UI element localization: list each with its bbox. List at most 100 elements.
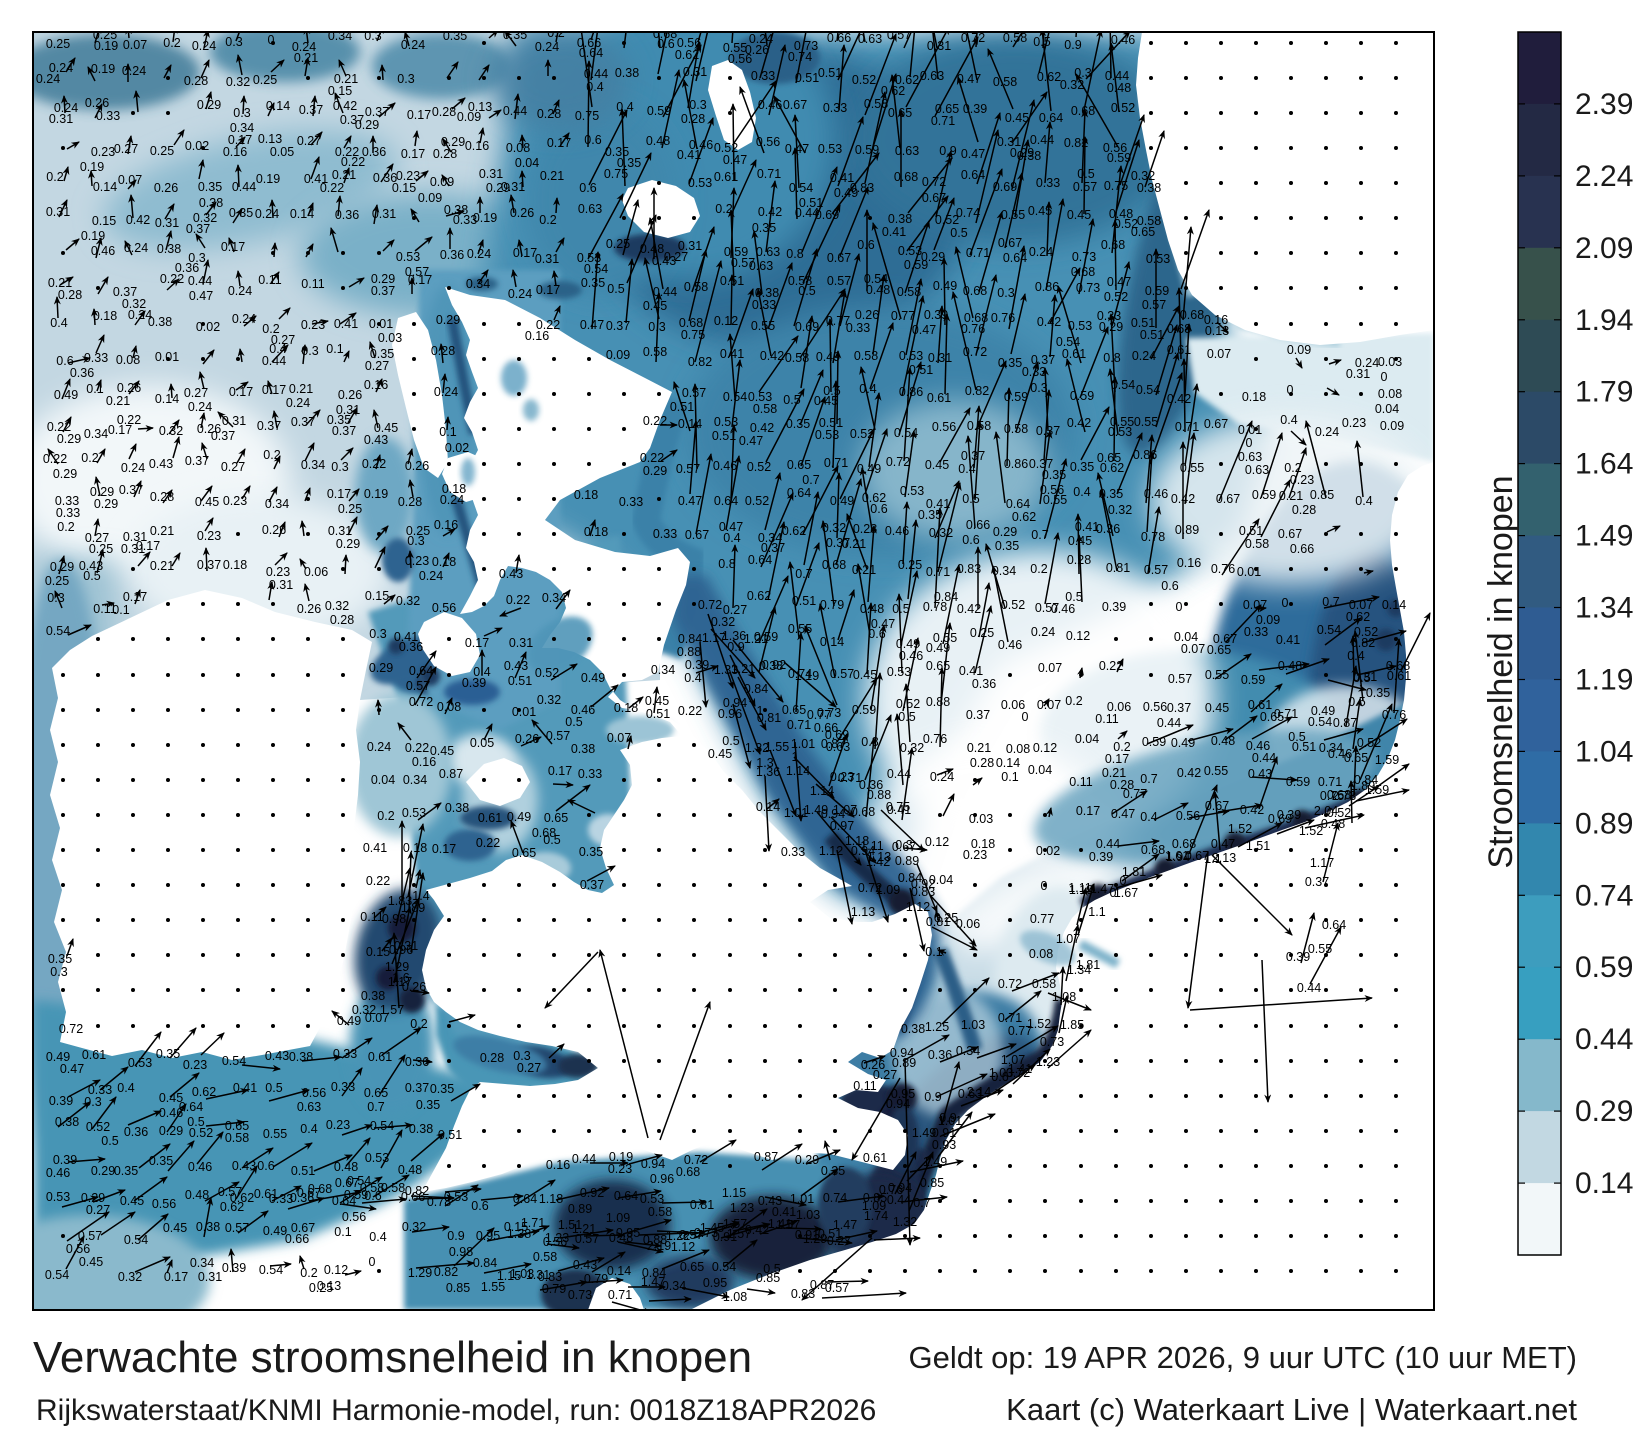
svg-text:1.51: 1.51: [1246, 839, 1270, 853]
svg-text:1.81: 1.81: [1122, 865, 1146, 879]
svg-text:0.57: 0.57: [676, 462, 700, 476]
svg-text:0.4: 0.4: [300, 1122, 317, 1136]
svg-text:0.24: 0.24: [121, 461, 145, 475]
svg-text:0: 0: [1282, 596, 1289, 610]
svg-text:0.16: 0.16: [465, 139, 489, 153]
svg-text:0.95: 0.95: [891, 1087, 915, 1101]
svg-text:0.01: 0.01: [155, 350, 179, 364]
svg-text:0.3: 0.3: [895, 838, 912, 852]
svg-text:0.5: 0.5: [722, 734, 739, 748]
svg-text:0.44: 0.44: [1105, 69, 1129, 83]
svg-text:0.29: 0.29: [643, 464, 667, 478]
svg-text:1.23: 1.23: [545, 1231, 569, 1245]
svg-text:0.21: 0.21: [150, 524, 174, 538]
svg-text:0.07: 0.07: [365, 1011, 389, 1025]
svg-text:0.83: 0.83: [911, 885, 935, 899]
svg-text:0.59: 0.59: [1070, 389, 1094, 403]
svg-text:0.67: 0.67: [922, 191, 946, 205]
svg-text:0.57: 0.57: [1073, 180, 1097, 194]
svg-text:0.17: 0.17: [327, 487, 351, 501]
svg-text:0.13: 0.13: [468, 100, 492, 114]
svg-text:0.04: 0.04: [371, 773, 395, 787]
svg-text:0.22: 0.22: [476, 836, 500, 850]
svg-text:0.32: 0.32: [396, 594, 420, 608]
svg-text:0.48: 0.48: [1109, 207, 1133, 221]
svg-text:0.27: 0.27: [114, 142, 138, 156]
svg-text:0.17: 0.17: [229, 385, 253, 399]
svg-text:0.44: 0.44: [887, 767, 911, 781]
svg-text:0.39: 0.39: [49, 1094, 73, 1108]
svg-text:0.64: 0.64: [513, 1192, 537, 1206]
svg-text:0.68: 0.68: [963, 284, 987, 298]
svg-text:1.07: 1.07: [1056, 932, 1080, 946]
svg-text:0.26: 0.26: [85, 96, 109, 110]
svg-text:0.79: 0.79: [584, 1272, 608, 1286]
svg-text:0.56: 0.56: [1103, 141, 1127, 155]
svg-text:0.69: 0.69: [815, 208, 839, 222]
svg-text:0.9: 0.9: [727, 640, 744, 654]
svg-text:0.34: 0.34: [992, 564, 1016, 578]
svg-text:0.92: 0.92: [762, 658, 786, 672]
svg-text:1.47: 1.47: [1090, 882, 1114, 896]
svg-text:0.12: 0.12: [925, 835, 949, 849]
svg-text:0.65: 0.65: [1097, 451, 1121, 465]
svg-text:0.61: 0.61: [1248, 698, 1272, 712]
svg-text:0.17: 0.17: [262, 383, 286, 397]
svg-text:0.33: 0.33: [269, 1192, 293, 1206]
svg-text:0.59: 0.59: [344, 1188, 368, 1202]
svg-text:0.6: 0.6: [584, 133, 601, 147]
svg-text:0.17: 0.17: [408, 273, 432, 287]
svg-text:0.27: 0.27: [85, 531, 109, 545]
svg-text:Rijkswaterstaat/KNMI Harmonie-: Rijkswaterstaat/KNMI Harmonie-model, run…: [36, 1394, 876, 1427]
svg-text:0.91: 0.91: [795, 1228, 819, 1242]
svg-text:0.77: 0.77: [1123, 787, 1147, 801]
svg-text:0.36: 0.36: [972, 677, 996, 691]
svg-text:0.27: 0.27: [221, 460, 245, 474]
svg-text:0.38: 0.38: [901, 1022, 925, 1036]
svg-text:0.44: 0.44: [653, 285, 677, 299]
svg-text:0.31: 0.31: [997, 135, 1021, 149]
svg-text:0.51: 0.51: [291, 1164, 315, 1178]
svg-text:0.39: 0.39: [1089, 850, 1113, 864]
svg-text:0.45: 0.45: [925, 458, 949, 472]
svg-text:1.01: 1.01: [784, 806, 808, 820]
svg-text:0.58: 0.58: [854, 349, 878, 363]
svg-text:0.26: 0.26: [262, 523, 286, 537]
svg-text:0.5: 0.5: [565, 715, 582, 729]
svg-text:0.58: 0.58: [360, 1181, 384, 1195]
svg-text:0.3: 0.3: [1074, 66, 1091, 80]
svg-text:0.22: 0.22: [1099, 659, 1123, 673]
svg-text:0.94: 0.94: [723, 696, 747, 710]
svg-text:0.57: 0.57: [1142, 298, 1166, 312]
svg-text:0.52: 0.52: [896, 697, 920, 711]
svg-text:0.52: 0.52: [747, 460, 771, 474]
svg-text:0.11: 0.11: [258, 273, 281, 287]
svg-text:0.53: 0.53: [1108, 425, 1132, 439]
svg-text:0.63: 0.63: [749, 259, 773, 273]
svg-text:0.34: 0.34: [662, 1279, 686, 1293]
svg-text:0.51: 0.51: [1131, 316, 1155, 330]
svg-text:0.07: 0.07: [1038, 661, 1062, 675]
svg-text:1.81: 1.81: [1076, 958, 1100, 972]
svg-text:0.71: 0.71: [1274, 707, 1298, 721]
svg-text:1.03: 1.03: [510, 1267, 534, 1281]
svg-text:0.24: 0.24: [440, 493, 464, 507]
svg-text:0.33: 0.33: [1097, 309, 1121, 323]
svg-text:0.91: 0.91: [932, 1126, 956, 1140]
svg-text:0.64: 0.64: [1322, 918, 1346, 932]
svg-text:0.28: 0.28: [58, 288, 82, 302]
svg-text:0.56: 0.56: [677, 36, 701, 50]
svg-text:0.46: 0.46: [1111, 33, 1135, 47]
svg-text:0.15: 0.15: [366, 945, 390, 959]
svg-text:0.32: 0.32: [118, 1270, 142, 1284]
svg-text:0.2: 0.2: [46, 170, 63, 184]
svg-text:0.21: 0.21: [332, 168, 356, 182]
svg-text:0.18: 0.18: [584, 525, 608, 539]
svg-text:0.68: 0.68: [1167, 322, 1191, 336]
svg-text:0.19: 0.19: [94, 39, 118, 53]
svg-text:0.68: 0.68: [653, 27, 677, 41]
svg-text:0.73: 0.73: [794, 39, 818, 53]
svg-text:0.87: 0.87: [754, 1150, 778, 1164]
svg-text:0.38: 0.38: [148, 315, 172, 329]
svg-text:0.58: 0.58: [864, 97, 888, 111]
